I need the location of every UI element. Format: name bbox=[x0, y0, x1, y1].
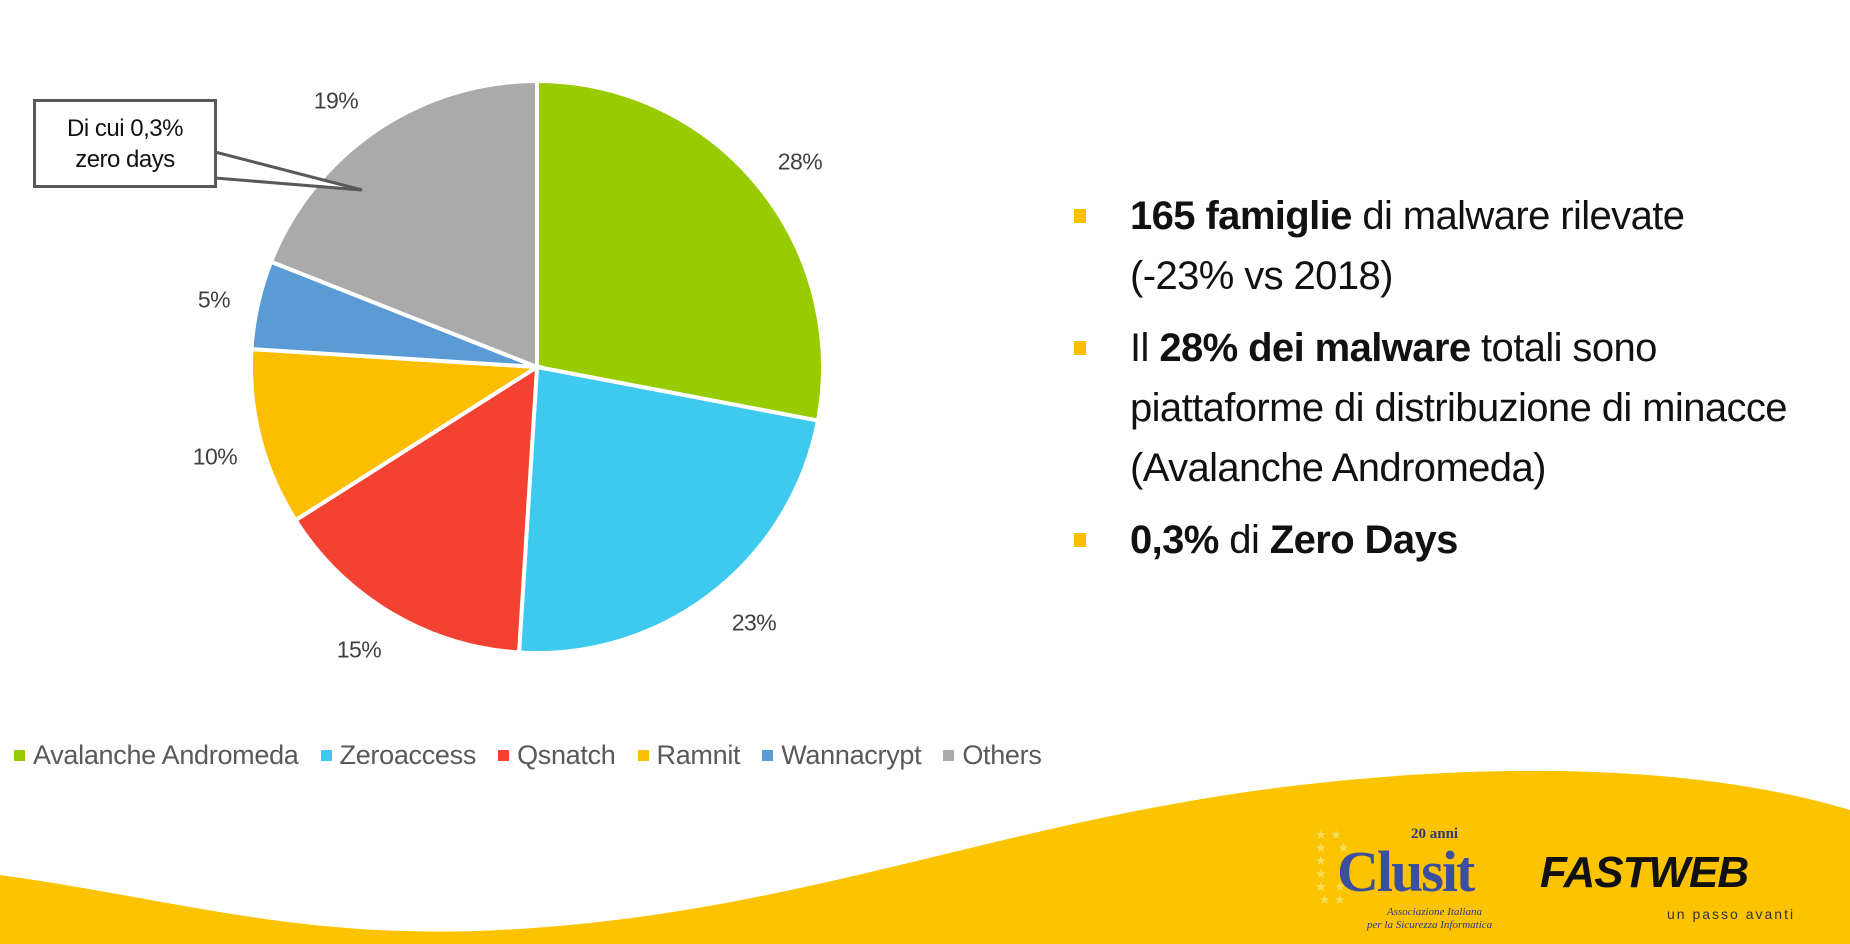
fastweb-logo: FASTWEB bbox=[1540, 848, 1749, 897]
pie-slice-zeroaccess bbox=[516, 364, 821, 655]
pie-label-zeroaccess: 23% bbox=[731, 609, 777, 636]
pie-label-others: 19% bbox=[313, 87, 359, 114]
legend-item-ramnit: Ramnit bbox=[637, 740, 741, 771]
clusit-subtitle: Associazione Italiana bbox=[1387, 906, 1483, 918]
bullet-bold: 0,3% bbox=[1130, 518, 1219, 562]
pie-slice-avalanche-andromeda bbox=[535, 78, 825, 423]
bullet-text: di malware rilevate bbox=[1351, 194, 1685, 238]
bullet-zero-days: 0,3% di Zero Days bbox=[1072, 510, 1850, 570]
legend-label: Zeroaccess bbox=[339, 740, 477, 770]
legend-label: Avalanche Andromeda bbox=[33, 740, 299, 770]
legend-swatch bbox=[637, 750, 649, 761]
bullet-malware-families: 165 famiglie di malware rilevate (-23% v… bbox=[1072, 186, 1850, 306]
bullet-square-icon bbox=[1074, 341, 1086, 355]
bullet-bold: 28% dei malware bbox=[1159, 326, 1471, 370]
fastweb-tagline: un passo avanti bbox=[1667, 906, 1796, 922]
legend-item-wannacrypt: Wannacrypt bbox=[762, 740, 922, 771]
legend-label: Wannacrypt bbox=[781, 740, 922, 770]
legend-item-zeroaccess: Zeroaccess bbox=[320, 740, 477, 771]
pie-label-wannacrypt: 5% bbox=[197, 286, 231, 313]
chart-legend: Avalanche Andromeda Zeroaccess Qsnatch R… bbox=[14, 740, 1042, 771]
legend-swatch bbox=[498, 750, 510, 761]
key-findings-list: 165 famiglie di malware rilevate (-23% v… bbox=[1072, 186, 1850, 582]
bullet-text: (Avalanche Andromeda) bbox=[1130, 446, 1546, 490]
bullet-bold: Zero Days bbox=[1269, 518, 1459, 562]
pie-slice-ramnit bbox=[249, 346, 544, 524]
legend-item-qsnatch: Qsnatch bbox=[498, 740, 616, 771]
bullet-text: piattaforme di distribuzione di minacce bbox=[1130, 386, 1788, 430]
clusit-anniversary: 20 anni bbox=[1411, 826, 1459, 842]
bullet-text: di bbox=[1218, 518, 1270, 562]
bullet-square-icon bbox=[1074, 209, 1086, 223]
legend-swatch bbox=[320, 750, 332, 761]
legend-item-others: Others bbox=[943, 740, 1042, 771]
legend-swatch bbox=[762, 750, 774, 761]
clusit-subtitle: per la Sicurezza Informatica bbox=[1367, 919, 1493, 931]
clusit-logo: ★ ★ ★ ★ ★ ★ ★ ★ ★ ★ Clusit 20 anni Associazi… bbox=[1315, 826, 1515, 931]
zero-days-callout: Di cui 0,3% zero days bbox=[33, 99, 217, 188]
legend-swatch bbox=[14, 750, 25, 761]
callout-line-2: zero days bbox=[75, 145, 175, 173]
legend-label: Qsnatch bbox=[517, 740, 616, 770]
pie-chart bbox=[249, 78, 825, 655]
stars-icon: ★ ★ ★ ★ ★ ★ ★ ★ ★ ★ bbox=[1315, 827, 1350, 907]
clusit-wordmark: Clusit bbox=[1337, 839, 1475, 904]
bullet-text: Il bbox=[1130, 326, 1160, 370]
pie-label-avalanche: 28% bbox=[777, 148, 823, 175]
pie-label-ramnit: 10% bbox=[192, 443, 238, 470]
legend-label: Ramnit bbox=[656, 740, 741, 770]
bullet-distribution-platforms: Il 28% dei malware totali sono piattafor… bbox=[1072, 318, 1850, 498]
legend-item-avalanche: Avalanche Andromeda bbox=[14, 740, 299, 771]
pie-slice-others bbox=[268, 78, 539, 370]
legend-label: Others bbox=[962, 740, 1042, 770]
pie-label-qsnatch: 15% bbox=[336, 636, 382, 663]
bullet-text: totali sono bbox=[1470, 326, 1657, 370]
bullet-text: (-23% vs 2018) bbox=[1130, 254, 1393, 298]
bullet-square-icon bbox=[1074, 533, 1086, 547]
bullet-bold: 165 famiglie bbox=[1130, 194, 1352, 238]
legend-swatch bbox=[943, 750, 955, 761]
callout-line-1: Di cui 0,3% bbox=[67, 114, 183, 142]
pie-slice-qsnatch bbox=[292, 363, 540, 655]
